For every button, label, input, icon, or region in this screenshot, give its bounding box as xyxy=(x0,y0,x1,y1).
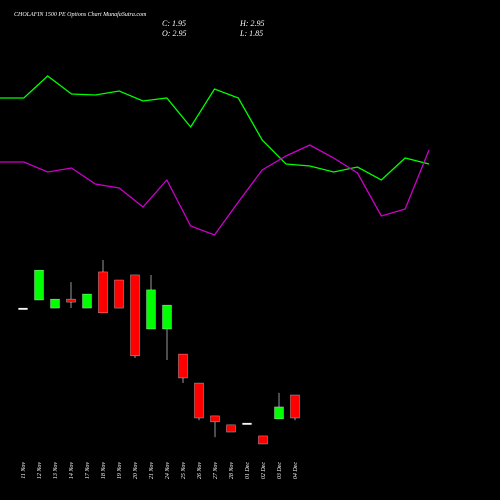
x-tick-label: 03 Dec xyxy=(277,462,283,479)
info-open: O: 2.95 xyxy=(162,29,186,38)
x-tick-label: 27 Nov xyxy=(213,462,219,480)
candle-body xyxy=(50,298,60,309)
x-tick-label: 19 Nov xyxy=(117,462,123,480)
candle-body xyxy=(82,293,92,309)
x-tick-label: 11 Nov xyxy=(21,462,27,479)
candle-body xyxy=(18,307,28,310)
x-tick-label: 28 Nov xyxy=(229,462,235,480)
x-tick-label: 25 Nov xyxy=(181,462,187,480)
x-tick-label: 20 Nov xyxy=(133,462,139,480)
indicator-line xyxy=(0,75,430,181)
info-close: C: 1.95 xyxy=(162,19,186,28)
x-tick-label: 14 Nov xyxy=(68,462,75,480)
candle-body xyxy=(34,269,44,301)
indicator-line xyxy=(0,144,430,236)
candle-body xyxy=(242,422,252,425)
x-tick-label: 17 Nov xyxy=(85,462,91,480)
x-tick-label: 24 Nov xyxy=(164,462,171,480)
candle-body xyxy=(194,382,204,419)
chart-title: CHOLAFIN 1500 PE Options Chart MunafaSut… xyxy=(14,11,147,18)
candle-body xyxy=(130,274,140,357)
info-high: H: 2.95 xyxy=(239,19,264,28)
candle-body xyxy=(290,394,300,419)
candle-body xyxy=(226,424,236,433)
x-tick-label: 13 Nov xyxy=(53,462,59,480)
x-tick-label: 02 Dec xyxy=(261,462,267,479)
candle-body xyxy=(210,415,220,423)
x-tick-label: 12 Nov xyxy=(37,462,43,480)
x-tick-label: 01 Dec xyxy=(245,462,251,479)
info-low: L: 1.85 xyxy=(239,29,263,38)
candle-body xyxy=(98,271,108,314)
x-tick-label: 21 Nov xyxy=(149,462,155,480)
candle-body xyxy=(178,353,188,379)
x-tick-label: 18 Nov xyxy=(101,462,107,480)
candle-body xyxy=(66,298,76,303)
candle-body xyxy=(162,304,172,330)
x-tick-label: 04 Dec xyxy=(292,462,299,479)
candle-body xyxy=(114,279,124,309)
candle-body xyxy=(258,435,268,445)
candle-body xyxy=(274,406,284,420)
x-tick-label: 26 Nov xyxy=(197,462,203,480)
candle-body xyxy=(146,289,156,330)
